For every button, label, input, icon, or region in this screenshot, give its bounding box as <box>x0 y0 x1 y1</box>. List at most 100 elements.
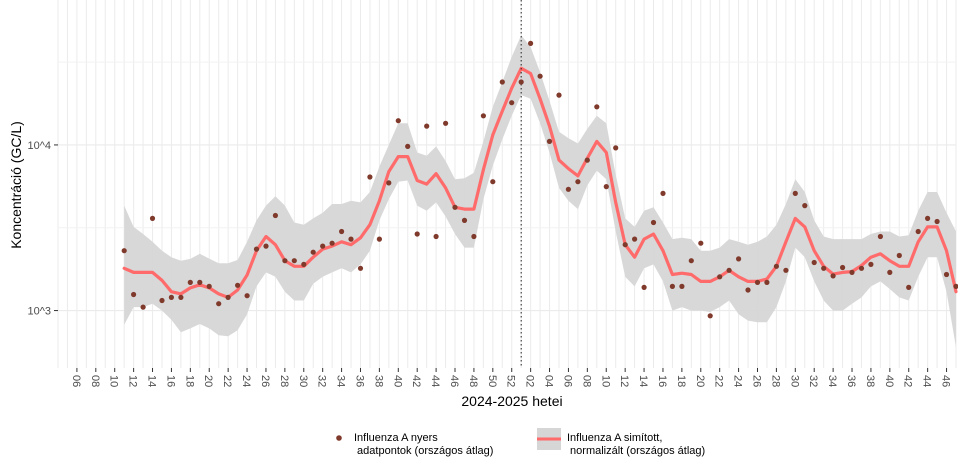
x-tick-label: 26 <box>751 375 763 387</box>
x-tick-label: 10 <box>108 375 120 387</box>
data-point <box>849 269 855 275</box>
data-point <box>622 242 628 248</box>
data-point <box>754 279 761 285</box>
raw-points-layer <box>121 40 958 319</box>
x-tick-label: 38 <box>864 375 876 387</box>
data-point <box>698 240 704 246</box>
data-point <box>594 104 600 110</box>
x-tick-label: 22 <box>713 375 725 387</box>
y-tick-label: 10^4 <box>27 140 51 152</box>
data-point <box>764 279 770 285</box>
x-tick-label: 32 <box>807 375 819 387</box>
x-tick-label: 50 <box>486 375 498 387</box>
data-point <box>887 269 893 275</box>
data-point <box>414 231 420 237</box>
data-point <box>679 283 685 289</box>
data-point <box>811 259 817 266</box>
data-point <box>556 92 562 98</box>
data-point <box>528 40 534 47</box>
data-point <box>499 79 505 85</box>
confidence-ribbon <box>124 35 956 348</box>
x-axis-label: 2024-2025 hetei <box>461 393 562 409</box>
x-tick-label: 06 <box>70 375 82 387</box>
data-point <box>603 184 609 190</box>
data-point <box>641 284 647 290</box>
x-tick-label: 12 <box>618 375 630 387</box>
y-axis-label: Koncentráció (GC/L) <box>8 121 24 249</box>
data-point <box>877 233 884 240</box>
x-tick-label: 26 <box>259 375 271 387</box>
x-tick-label: 42 <box>410 375 422 387</box>
x-tick-label: 14 <box>146 375 158 387</box>
data-point <box>405 143 411 149</box>
legend-label-points: Influenza A nyers adatpontok (országos á… <box>354 432 493 457</box>
x-tick-label: 24 <box>732 375 744 387</box>
x-tick-label: 08 <box>89 375 101 387</box>
x-tick-label: 14 <box>637 375 649 387</box>
data-point <box>443 120 449 126</box>
x-tick-label: 32 <box>316 375 328 387</box>
x-tick-label: 24 <box>240 375 252 387</box>
data-point <box>121 248 127 254</box>
data-point <box>291 258 297 264</box>
data-point <box>537 73 543 79</box>
data-point <box>792 190 798 196</box>
ribbon-layer <box>124 35 956 348</box>
x-tick-label: 16 <box>164 375 176 387</box>
data-point <box>868 261 874 267</box>
data-point <box>840 264 846 271</box>
data-point <box>546 138 553 144</box>
x-tick-label: 36 <box>845 375 857 387</box>
data-point <box>575 179 581 185</box>
x-tick-label: 38 <box>372 375 384 387</box>
data-point <box>244 293 250 299</box>
data-point <box>178 294 184 300</box>
data-point <box>490 179 496 185</box>
data-point <box>197 279 203 285</box>
data-point <box>480 113 486 119</box>
x-tick-label: 40 <box>391 375 403 387</box>
data-point <box>953 283 958 289</box>
data-point <box>272 212 278 219</box>
data-point <box>263 243 269 249</box>
data-point <box>386 180 392 186</box>
data-point <box>783 267 789 273</box>
data-point <box>773 263 780 269</box>
data-point <box>301 261 307 267</box>
data-point <box>915 228 921 235</box>
x-tick-label: 34 <box>826 375 838 387</box>
data-point <box>159 297 165 304</box>
data-point <box>565 186 572 192</box>
data-point <box>943 271 950 278</box>
x-tick-label: 42 <box>902 375 914 387</box>
data-point <box>509 100 515 106</box>
x-tick-label: 28 <box>769 375 781 387</box>
x-tick-label: 40 <box>883 375 895 387</box>
data-point <box>376 236 382 242</box>
data-point <box>726 267 732 273</box>
data-point <box>140 304 146 310</box>
data-point <box>395 118 401 124</box>
x-tick-label: 10 <box>599 375 611 387</box>
x-tick-label: 08 <box>580 375 592 387</box>
data-point <box>367 174 373 180</box>
data-point <box>471 233 477 240</box>
legend: Influenza A nyers adatpontok (országos á… <box>330 428 705 457</box>
x-tick-label: 20 <box>694 375 706 387</box>
data-point <box>707 313 713 319</box>
x-tick-label: 18 <box>183 375 195 387</box>
data-point <box>650 219 657 226</box>
x-tick-label: 46 <box>940 375 952 387</box>
data-point <box>225 294 231 300</box>
data-point <box>925 215 931 221</box>
legend-label-smoothed: Influenza A simított, normalizált (orszá… <box>567 432 705 457</box>
data-point <box>310 249 316 255</box>
smoothed-line <box>122 66 958 299</box>
x-tick-label: 20 <box>202 375 214 387</box>
x-tick-label: 02 <box>524 375 536 387</box>
data-point <box>858 265 865 271</box>
data-point <box>339 228 345 235</box>
data-point <box>320 243 326 249</box>
